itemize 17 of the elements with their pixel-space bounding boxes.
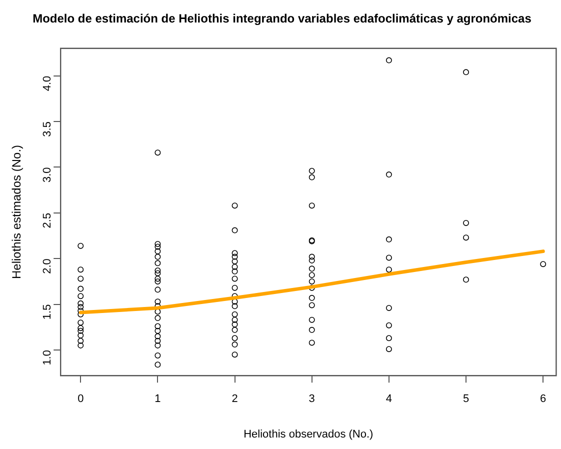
x-tick-label: 2 — [232, 393, 238, 406]
x-tick-label: 5 — [462, 393, 470, 406]
y-tick-label: 1.0 — [42, 350, 54, 366]
y-tick-label: 4.0 — [42, 76, 54, 92]
y-tick-label: 1.5 — [42, 304, 54, 320]
y-tick-label: 2.0 — [42, 258, 54, 274]
y-tick-label: 3.0 — [42, 167, 54, 183]
chart-title: Modelo de estimación de Heliothis integrando variables edafoclimáticas y agronómicas — [32, 12, 532, 26]
x-axis-title: Heliothis observados (No.) — [244, 428, 374, 440]
y-tick-label: 2.5 — [42, 212, 54, 228]
y-tick-label: 3.5 — [42, 122, 54, 137]
x-tick-label: 0 — [78, 393, 84, 406]
x-tick-label: 6 — [540, 393, 546, 406]
y-axis-title: Heliothis estimados (No.) — [10, 144, 24, 280]
x-tick-label: 4 — [386, 393, 392, 406]
x-tick-label: 1 — [154, 393, 161, 406]
x-tick-label: 3 — [308, 393, 315, 406]
